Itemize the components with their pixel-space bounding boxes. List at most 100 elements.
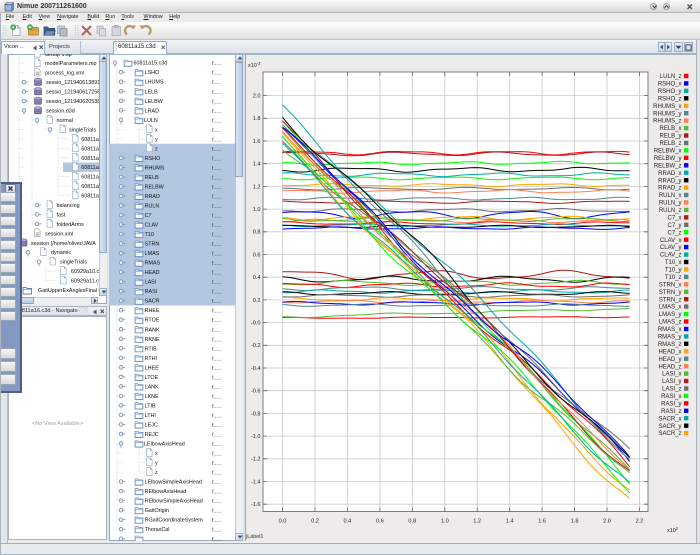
svg-text:RELBW_y: RELBW_y bbox=[654, 156, 682, 162]
svg-text:RElbowSimpleAxisHead: RElbowSimpleAxisHead bbox=[145, 498, 203, 504]
svg-text:balancing: balancing bbox=[57, 203, 80, 209]
svg-text:60929a10.c3d: 60929a10.c3d bbox=[71, 269, 99, 275]
svg-text:f......: f...... bbox=[212, 413, 222, 419]
svg-text:CLAV_x: CLAV_x bbox=[660, 238, 682, 244]
svg-text:RULN_x: RULN_x bbox=[659, 193, 682, 199]
svg-text:2.0: 2.0 bbox=[603, 519, 611, 525]
svg-text:normal: normal bbox=[57, 117, 73, 123]
svg-text:f......: f...... bbox=[212, 289, 222, 295]
svg-text:1.2: 1.2 bbox=[473, 519, 481, 525]
svg-text:f......: f...... bbox=[212, 537, 222, 541]
svg-text:RELB: RELB bbox=[145, 174, 159, 180]
svg-text:f......: f...... bbox=[212, 70, 222, 76]
svg-text:f......: f...... bbox=[212, 365, 222, 371]
svg-text:RGaitCoordinateSystem: RGaitCoordinateSystem bbox=[145, 517, 204, 523]
svg-text:LASI_x: LASI_x bbox=[662, 372, 681, 378]
svg-text:f......: f...... bbox=[212, 346, 222, 352]
svg-text:f......: f...... bbox=[212, 127, 222, 133]
svg-text:session.xml: session.xml bbox=[45, 231, 73, 237]
svg-text:1.0: 1.0 bbox=[253, 207, 261, 213]
svg-text:LMAS_z: LMAS_z bbox=[659, 320, 682, 326]
svg-text:f......: f...... bbox=[212, 213, 222, 219]
svg-text:RMAS_z: RMAS_z bbox=[658, 342, 682, 348]
svg-text:f......: f...... bbox=[212, 527, 222, 533]
svg-text:f......: f...... bbox=[212, 242, 222, 248]
svg-text:RASI_y: RASI_y bbox=[661, 402, 681, 408]
svg-text:1.6: 1.6 bbox=[538, 519, 546, 525]
svg-text:STRN_x: STRN_x bbox=[659, 282, 682, 288]
svg-text:f......: f...... bbox=[212, 204, 222, 210]
svg-text:sessio_1219406172561: sessio_1219406172561 bbox=[46, 89, 99, 95]
svg-text:sessio_1219406205382: sessio_1219406205382 bbox=[46, 99, 99, 105]
svg-text:f......: f...... bbox=[212, 489, 222, 495]
svg-text:-0.4: -0.4 bbox=[251, 366, 261, 372]
svg-text:CLAV_y: CLAV_y bbox=[660, 245, 682, 251]
svg-text:LElbowSimpleAxisHead: LElbowSimpleAxisHead bbox=[145, 479, 202, 485]
svg-text:LASI_z: LASI_z bbox=[662, 387, 681, 393]
svg-text:f......: f...... bbox=[212, 432, 222, 438]
svg-text:f......: f...... bbox=[212, 394, 222, 400]
svg-text:STRN_y: STRN_y bbox=[659, 290, 682, 296]
svg-text:RTOE: RTOE bbox=[145, 317, 160, 323]
svg-text:z: z bbox=[155, 470, 158, 476]
svg-text:RULN_y: RULN_y bbox=[659, 201, 682, 207]
svg-text:f......: f...... bbox=[212, 108, 222, 114]
svg-text:f......: f...... bbox=[212, 185, 222, 191]
svg-text:dynamic: dynamic bbox=[51, 250, 71, 256]
svg-text:RSHO_y: RSHO_y bbox=[658, 89, 682, 95]
svg-text:f......: f...... bbox=[212, 118, 222, 124]
svg-text:HEAD_y: HEAD_y bbox=[658, 357, 681, 363]
svg-text:ThoraxCal: ThoraxCal bbox=[145, 527, 170, 533]
svg-text:T10: T10 bbox=[145, 232, 154, 238]
svg-text:LTOE: LTOE bbox=[145, 374, 159, 380]
svg-text:LMAS_y: LMAS_y bbox=[659, 312, 682, 318]
svg-text:LKNE: LKNE bbox=[145, 393, 159, 399]
svg-text:singleTrials: singleTrials bbox=[69, 127, 96, 133]
svg-text:RHUMS_z: RHUMS_z bbox=[653, 119, 681, 125]
svg-text:2.2: 2.2 bbox=[636, 519, 644, 525]
svg-text:RULN_z: RULN_z bbox=[659, 208, 682, 214]
svg-text:C7_x: C7_x bbox=[667, 216, 681, 222]
svg-text:f......: f...... bbox=[212, 356, 222, 362]
svg-text:60811a18.c3d: 60811a18.c3d bbox=[81, 146, 99, 152]
svg-text:-0.2: -0.2 bbox=[251, 343, 261, 349]
svg-text:60811a15.c3d: 60811a15.c3d bbox=[134, 60, 168, 66]
svg-text:f......: f...... bbox=[212, 61, 222, 67]
svg-text:RELBW_x: RELBW_x bbox=[654, 149, 682, 155]
svg-text:C7_z: C7_z bbox=[667, 230, 681, 236]
svg-text:f......: f...... bbox=[212, 261, 222, 267]
svg-text:f......: f...... bbox=[212, 461, 222, 467]
svg-text:-1.0: -1.0 bbox=[251, 434, 261, 440]
svg-text:LEJC: LEJC bbox=[145, 422, 158, 428]
svg-text:f......: f...... bbox=[212, 280, 222, 286]
svg-text:-0.8: -0.8 bbox=[251, 411, 261, 417]
svg-text:RHUMS_x: RHUMS_x bbox=[653, 104, 681, 110]
svg-text:60811a12.c3d: 60811a12.c3d bbox=[81, 136, 99, 142]
svg-text:f......: f...... bbox=[212, 299, 222, 305]
svg-text:0.2: 0.2 bbox=[253, 298, 261, 304]
svg-text:RANK: RANK bbox=[145, 327, 160, 333]
svg-text:RASI_z: RASI_z bbox=[661, 409, 681, 415]
svg-text:f......: f...... bbox=[212, 308, 222, 314]
svg-text:-1.6: -1.6 bbox=[251, 502, 261, 508]
svg-text:RELBW: RELBW bbox=[145, 184, 165, 190]
svg-text:x10-3: x10-3 bbox=[248, 61, 261, 69]
svg-text:T10_x: T10_x bbox=[665, 260, 682, 266]
svg-text:T10_y: T10_y bbox=[665, 268, 682, 274]
svg-text:RHUMS_y: RHUMS_y bbox=[653, 111, 681, 117]
svg-text:HEAD_x: HEAD_x bbox=[658, 349, 681, 355]
svg-text:60811a16.c3d: 60811a16.c3d bbox=[81, 155, 99, 161]
svg-text:f......: f...... bbox=[212, 423, 222, 429]
svg-text:f......: f...... bbox=[212, 403, 222, 409]
svg-text:SACR_z: SACR_z bbox=[658, 431, 681, 437]
svg-text:CLAV_z: CLAV_z bbox=[660, 253, 682, 259]
svg-text:LASI: LASI bbox=[145, 279, 157, 285]
svg-text:CLAV: CLAV bbox=[145, 222, 159, 228]
svg-text:foldedArms: foldedArms bbox=[57, 221, 85, 227]
svg-text:60811a20.c3d: 60811a20.c3d bbox=[81, 193, 99, 199]
svg-text:LTIB: LTIB bbox=[145, 403, 156, 409]
svg-text:f......: f...... bbox=[212, 99, 222, 105]
svg-text:LANK: LANK bbox=[145, 384, 159, 390]
svg-text:T10_z: T10_z bbox=[665, 275, 682, 281]
svg-text:SACR_x: SACR_x bbox=[658, 416, 681, 422]
